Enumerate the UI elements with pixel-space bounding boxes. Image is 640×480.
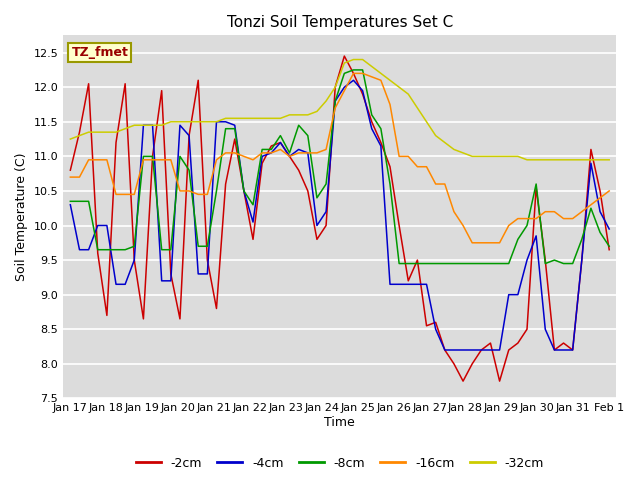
-16cm: [249, 157, 257, 163]
-32cm: [523, 157, 531, 163]
-32cm: [413, 105, 421, 111]
-2cm: [460, 378, 467, 384]
-32cm: [240, 115, 248, 121]
-4cm: [605, 226, 613, 232]
-4cm: [240, 188, 248, 194]
Text: TZ_fmet: TZ_fmet: [72, 46, 129, 59]
-4cm: [349, 77, 357, 83]
Y-axis label: Soil Temperature (C): Soil Temperature (C): [15, 153, 28, 281]
Line: -16cm: -16cm: [70, 73, 609, 243]
-32cm: [204, 119, 211, 125]
-4cm: [158, 278, 166, 284]
-2cm: [204, 257, 211, 263]
Legend: -2cm, -4cm, -8cm, -16cm, -32cm: -2cm, -4cm, -8cm, -16cm, -32cm: [131, 452, 549, 475]
-8cm: [222, 126, 230, 132]
-32cm: [158, 122, 166, 128]
-16cm: [222, 150, 230, 156]
-8cm: [67, 198, 74, 204]
-8cm: [349, 67, 357, 73]
-4cm: [204, 271, 211, 277]
-2cm: [413, 257, 421, 263]
-8cm: [396, 261, 403, 266]
-2cm: [249, 237, 257, 242]
-4cm: [222, 119, 230, 125]
Line: -32cm: -32cm: [70, 60, 609, 160]
-2cm: [240, 188, 248, 194]
-32cm: [349, 57, 357, 62]
-16cm: [240, 154, 248, 159]
-8cm: [158, 247, 166, 252]
-8cm: [605, 243, 613, 249]
-8cm: [240, 188, 248, 194]
-16cm: [67, 174, 74, 180]
X-axis label: Time: Time: [324, 416, 355, 429]
-8cm: [422, 261, 430, 266]
-32cm: [249, 115, 257, 121]
-2cm: [67, 168, 74, 173]
Line: -2cm: -2cm: [70, 56, 609, 381]
Title: Tonzi Soil Temperatures Set C: Tonzi Soil Temperatures Set C: [227, 15, 453, 30]
-2cm: [605, 247, 613, 252]
-16cm: [204, 192, 211, 197]
-8cm: [249, 202, 257, 208]
-16cm: [349, 71, 357, 76]
-2cm: [340, 53, 348, 59]
-8cm: [204, 243, 211, 249]
-4cm: [249, 219, 257, 225]
-32cm: [67, 136, 74, 142]
-16cm: [605, 188, 613, 194]
-4cm: [413, 281, 421, 287]
-2cm: [222, 181, 230, 187]
-32cm: [222, 115, 230, 121]
-4cm: [441, 347, 449, 353]
-32cm: [605, 157, 613, 163]
-16cm: [413, 164, 421, 169]
Line: -4cm: -4cm: [70, 80, 609, 350]
Line: -8cm: -8cm: [70, 70, 609, 264]
-16cm: [158, 157, 166, 163]
-16cm: [468, 240, 476, 246]
-2cm: [158, 88, 166, 94]
-4cm: [67, 202, 74, 208]
